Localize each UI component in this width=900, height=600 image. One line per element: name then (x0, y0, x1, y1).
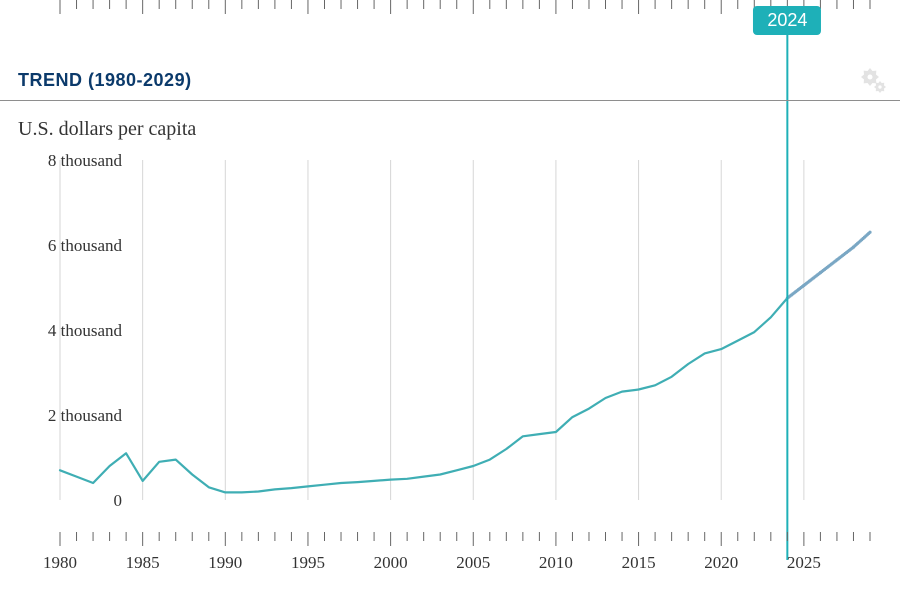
svg-text:2 thousand: 2 thousand (48, 406, 123, 425)
section-divider (0, 100, 900, 101)
svg-text:2005: 2005 (456, 553, 490, 572)
svg-text:2000: 2000 (374, 553, 408, 572)
svg-text:1990: 1990 (208, 553, 242, 572)
svg-text:8 thousand: 8 thousand (48, 151, 123, 170)
section-title: TREND (1980-2029) (18, 70, 192, 91)
svg-text:2025: 2025 (787, 553, 821, 572)
svg-text:2015: 2015 (622, 553, 656, 572)
y-axis-title: U.S. dollars per capita (18, 118, 196, 141)
svg-text:2020: 2020 (704, 553, 738, 572)
gear-icon[interactable] (858, 65, 890, 97)
svg-text:4 thousand: 4 thousand (48, 321, 123, 340)
svg-text:0: 0 (114, 491, 123, 510)
current-year-badge[interactable]: 2024 (753, 6, 821, 35)
current-year-badge-label: 2024 (767, 10, 807, 30)
svg-text:1980: 1980 (43, 553, 77, 572)
svg-text:2010: 2010 (539, 553, 573, 572)
svg-text:1995: 1995 (291, 553, 325, 572)
svg-text:6 thousand: 6 thousand (48, 236, 123, 255)
svg-text:1985: 1985 (126, 553, 160, 572)
